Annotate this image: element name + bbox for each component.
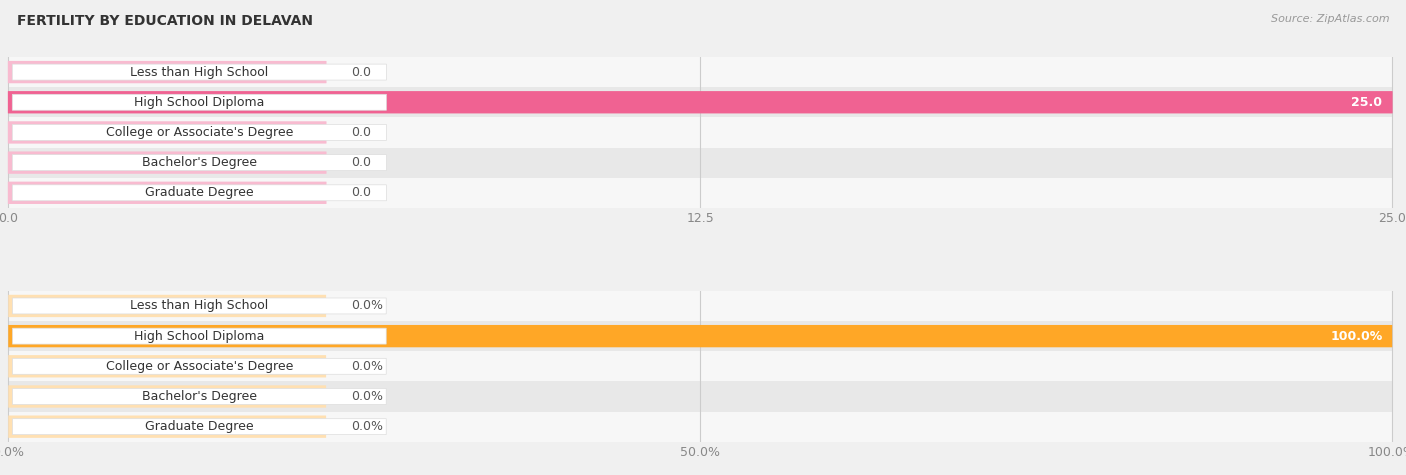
Text: Less than High School: Less than High School bbox=[131, 66, 269, 78]
FancyBboxPatch shape bbox=[8, 291, 1392, 321]
FancyBboxPatch shape bbox=[8, 351, 1392, 381]
Text: Less than High School: Less than High School bbox=[131, 299, 269, 313]
Text: College or Associate's Degree: College or Associate's Degree bbox=[105, 126, 292, 139]
Text: Graduate Degree: Graduate Degree bbox=[145, 420, 253, 433]
FancyBboxPatch shape bbox=[8, 411, 1392, 442]
FancyBboxPatch shape bbox=[8, 385, 326, 408]
Text: High School Diploma: High School Diploma bbox=[134, 96, 264, 109]
FancyBboxPatch shape bbox=[13, 389, 387, 404]
FancyBboxPatch shape bbox=[8, 416, 326, 438]
FancyBboxPatch shape bbox=[13, 95, 387, 110]
FancyBboxPatch shape bbox=[8, 61, 326, 83]
FancyBboxPatch shape bbox=[13, 155, 387, 171]
Text: Bachelor's Degree: Bachelor's Degree bbox=[142, 156, 257, 169]
Text: 0.0: 0.0 bbox=[352, 66, 371, 78]
Text: College or Associate's Degree: College or Associate's Degree bbox=[105, 360, 292, 373]
FancyBboxPatch shape bbox=[8, 181, 326, 204]
Text: 0.0: 0.0 bbox=[352, 186, 371, 200]
FancyBboxPatch shape bbox=[13, 185, 387, 201]
Text: 0.0%: 0.0% bbox=[352, 420, 382, 433]
Text: 0.0%: 0.0% bbox=[352, 299, 382, 313]
Text: FERTILITY BY EDUCATION IN DELAVAN: FERTILITY BY EDUCATION IN DELAVAN bbox=[17, 14, 314, 28]
FancyBboxPatch shape bbox=[13, 124, 387, 141]
FancyBboxPatch shape bbox=[8, 152, 326, 174]
Text: Source: ZipAtlas.com: Source: ZipAtlas.com bbox=[1271, 14, 1389, 24]
Text: 0.0%: 0.0% bbox=[352, 390, 382, 403]
FancyBboxPatch shape bbox=[8, 321, 1392, 351]
FancyBboxPatch shape bbox=[13, 64, 387, 80]
FancyBboxPatch shape bbox=[13, 358, 387, 374]
FancyBboxPatch shape bbox=[13, 328, 387, 344]
FancyBboxPatch shape bbox=[13, 418, 387, 435]
FancyBboxPatch shape bbox=[8, 178, 1392, 208]
Text: Bachelor's Degree: Bachelor's Degree bbox=[142, 390, 257, 403]
Text: Graduate Degree: Graduate Degree bbox=[145, 186, 253, 200]
Text: 0.0%: 0.0% bbox=[352, 360, 382, 373]
Text: 0.0: 0.0 bbox=[352, 156, 371, 169]
FancyBboxPatch shape bbox=[13, 298, 387, 314]
FancyBboxPatch shape bbox=[8, 117, 1392, 148]
FancyBboxPatch shape bbox=[8, 355, 326, 378]
FancyBboxPatch shape bbox=[8, 148, 1392, 178]
FancyBboxPatch shape bbox=[8, 381, 1392, 411]
FancyBboxPatch shape bbox=[8, 91, 1392, 114]
Text: 25.0: 25.0 bbox=[1351, 96, 1382, 109]
Text: High School Diploma: High School Diploma bbox=[134, 330, 264, 342]
FancyBboxPatch shape bbox=[8, 325, 1392, 347]
FancyBboxPatch shape bbox=[8, 295, 326, 317]
FancyBboxPatch shape bbox=[8, 121, 326, 143]
FancyBboxPatch shape bbox=[8, 57, 1392, 87]
Text: 100.0%: 100.0% bbox=[1330, 330, 1382, 342]
Text: 0.0: 0.0 bbox=[352, 126, 371, 139]
FancyBboxPatch shape bbox=[8, 87, 1392, 117]
